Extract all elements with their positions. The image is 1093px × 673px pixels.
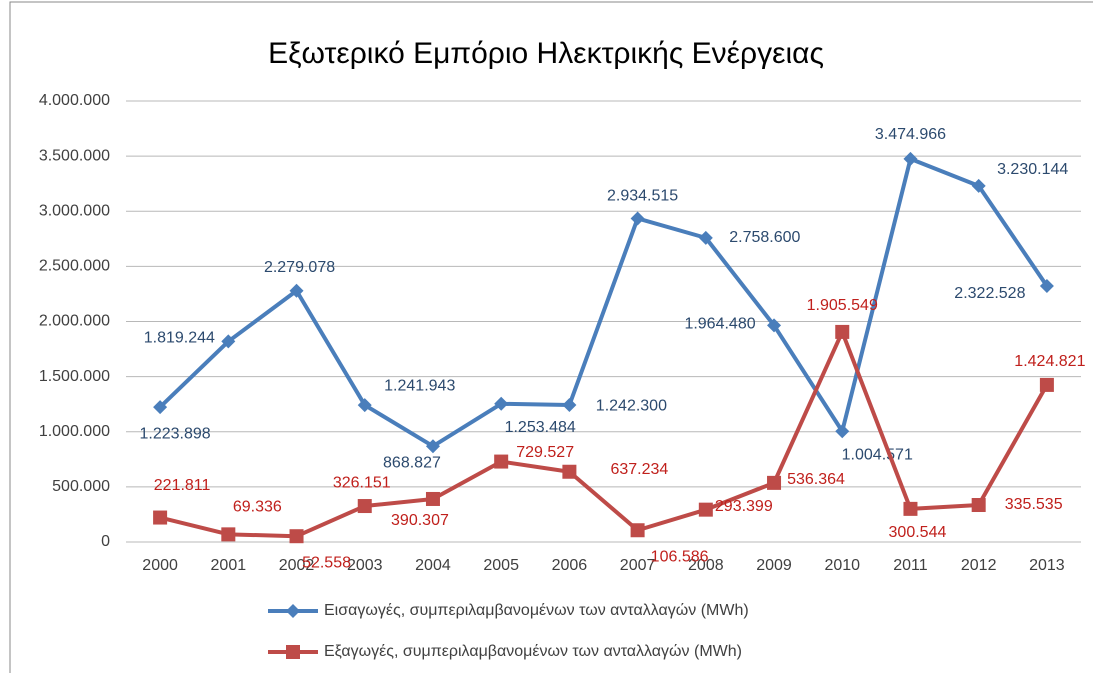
series-line bbox=[159, 329, 1049, 539]
marker bbox=[289, 283, 304, 298]
y-tick-label: 2.000.000 bbox=[39, 313, 110, 330]
data-label: 536.364 bbox=[787, 471, 845, 488]
marker bbox=[221, 334, 236, 349]
data-label: 2.322.528 bbox=[954, 285, 1025, 302]
marker bbox=[903, 151, 918, 166]
data-label: 1.964.480 bbox=[684, 316, 755, 333]
y-tick-label: 1.500.000 bbox=[39, 368, 110, 385]
data-label: 1.253.484 bbox=[505, 419, 576, 436]
data-label: 69.336 bbox=[233, 499, 282, 516]
x-tick-label: 2002 bbox=[279, 557, 315, 574]
marker bbox=[289, 529, 304, 544]
data-label: 3.230.144 bbox=[997, 161, 1068, 178]
data-label: 1.819.244 bbox=[144, 330, 215, 347]
data-label: 637.234 bbox=[610, 461, 668, 478]
marker bbox=[425, 491, 440, 506]
data-label: 221.811 bbox=[154, 477, 211, 494]
x-tick-label: 2012 bbox=[961, 557, 997, 574]
data-label: 1.905.549 bbox=[807, 297, 878, 314]
chart-border bbox=[9, 1, 1093, 673]
data-label: 868.827 bbox=[383, 454, 441, 471]
y-tick-label: 1.000.000 bbox=[39, 423, 110, 440]
marker bbox=[357, 499, 372, 514]
marker bbox=[562, 398, 577, 413]
data-label: 1.242.300 bbox=[596, 397, 667, 414]
x-tick-label: 2007 bbox=[620, 557, 656, 574]
data-label: 52.558 bbox=[302, 554, 351, 571]
data-label: 293.399 bbox=[715, 498, 773, 515]
x-tick-label: 2011 bbox=[893, 557, 928, 574]
x-tick-label: 2001 bbox=[211, 557, 247, 574]
data-label: 106.586 bbox=[651, 548, 709, 565]
x-tick-label: 2004 bbox=[415, 557, 451, 574]
marker bbox=[357, 398, 372, 413]
marker bbox=[971, 498, 986, 513]
y-tick-label: 500.000 bbox=[52, 478, 110, 495]
series-line bbox=[158, 156, 1049, 449]
marker bbox=[494, 396, 509, 411]
x-tick-label: 2009 bbox=[756, 557, 792, 574]
marker bbox=[494, 454, 509, 469]
marker bbox=[1039, 377, 1054, 392]
marker bbox=[425, 439, 440, 454]
x-tick-label: 2005 bbox=[483, 557, 519, 574]
data-label: 300.544 bbox=[889, 524, 947, 541]
x-tick-label: 2013 bbox=[1029, 557, 1065, 574]
data-label: 1.241.943 bbox=[384, 377, 455, 394]
data-label: 335.535 bbox=[1005, 496, 1063, 513]
y-tick-label: 0 bbox=[101, 533, 110, 550]
marker bbox=[698, 502, 713, 517]
marker bbox=[903, 501, 918, 516]
data-label: 3.474.966 bbox=[875, 126, 946, 143]
marker bbox=[153, 510, 168, 525]
marker bbox=[630, 523, 645, 538]
marker bbox=[767, 475, 782, 490]
data-label: 2.758.600 bbox=[729, 229, 800, 246]
legend-label: Εισαγωγές, συμπεριλαμβανομένων των ανταλ… bbox=[324, 602, 749, 619]
data-label: 2.279.078 bbox=[264, 259, 335, 276]
marker bbox=[767, 318, 782, 333]
y-tick-label: 3.500.000 bbox=[39, 147, 110, 164]
y-tick-label: 4.000.000 bbox=[39, 92, 110, 109]
x-tick-label: 2000 bbox=[142, 557, 178, 574]
y-tick-label: 2.500.000 bbox=[39, 258, 110, 275]
data-label: 390.307 bbox=[391, 512, 449, 529]
x-tick-label: 2003 bbox=[347, 557, 383, 574]
x-tick-label: 2008 bbox=[688, 557, 724, 574]
marker bbox=[153, 400, 168, 415]
legend-marker bbox=[286, 645, 300, 659]
data-label: 1.223.898 bbox=[140, 425, 211, 442]
x-tick-label: 2006 bbox=[552, 557, 588, 574]
marker bbox=[971, 178, 986, 193]
y-tick-label: 3.000.000 bbox=[39, 202, 110, 219]
marker bbox=[1039, 278, 1054, 293]
x-tick-label: 2010 bbox=[824, 557, 860, 574]
legend-marker bbox=[286, 604, 300, 618]
data-label: 1.424.821 bbox=[1014, 353, 1085, 370]
data-label: 1.004.571 bbox=[842, 446, 913, 463]
data-label: 2.934.515 bbox=[607, 188, 678, 205]
marker bbox=[562, 464, 577, 479]
data-label: 729.527 bbox=[516, 444, 574, 461]
marker bbox=[630, 211, 645, 226]
marker bbox=[221, 527, 236, 542]
marker bbox=[698, 230, 713, 245]
legend-label: Εξαγωγές, συμπεριλαμβανομένων των ανταλλ… bbox=[324, 643, 742, 660]
chart-title: Εξωτερικό Εμπόριο Ηλεκτρικής Ενέργειας bbox=[268, 37, 824, 70]
data-label: 326.151 bbox=[333, 474, 391, 491]
marker bbox=[835, 324, 850, 339]
marker bbox=[835, 424, 850, 439]
